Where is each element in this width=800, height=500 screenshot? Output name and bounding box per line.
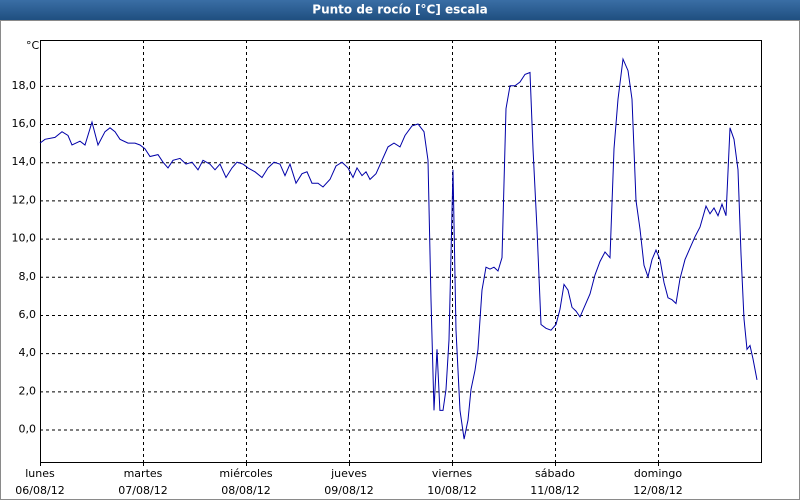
x-tick-date: 10/08/12 — [427, 484, 476, 497]
x-tick-date: 11/08/12 — [530, 484, 579, 497]
x-tick-label: jueves — [330, 467, 367, 480]
data-line — [39, 57, 758, 440]
x-tick-label: domingo — [634, 467, 682, 480]
x-tick-label: viernes — [432, 467, 472, 480]
x-tick-date: 06/08/12 — [15, 484, 64, 497]
y-tick-label: 10,0 — [12, 232, 37, 245]
y-tick-label: 16,0 — [12, 117, 37, 130]
x-tick-label: miércoles — [219, 467, 272, 480]
y-unit-label: °C — [26, 39, 40, 52]
x-tick-label: lunes — [25, 467, 55, 480]
x-tick-label: sábado — [535, 467, 575, 480]
x-tick-label: martes — [124, 467, 163, 480]
plot-frame — [40, 40, 762, 463]
y-tick-label: 6,0 — [19, 308, 37, 321]
x-tick-date: 09/08/12 — [324, 484, 373, 497]
y-tick-label: 4,0 — [19, 346, 37, 359]
title-bar — [0, 0, 800, 20]
y-tick-label: 12,0 — [12, 193, 37, 206]
y-tick-label: 18,0 — [12, 79, 37, 92]
x-tick-date: 07/08/12 — [118, 484, 167, 497]
x-tick-date: 08/08/12 — [221, 484, 270, 497]
y-tick-label: 0,0 — [19, 423, 37, 436]
chart-title: Punto de rocío [°C] escala — [312, 3, 487, 17]
x-tick-date: 12/08/12 — [633, 484, 682, 497]
y-tick-label: 14,0 — [12, 155, 37, 168]
y-tick-label: 2,0 — [19, 384, 37, 397]
y-tick-label: 8,0 — [19, 270, 37, 283]
